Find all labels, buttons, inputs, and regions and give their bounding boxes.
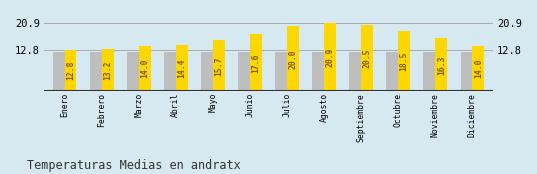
Bar bbox=[324, 23, 336, 92]
Bar bbox=[64, 50, 76, 92]
Text: 16.3: 16.3 bbox=[437, 55, 446, 75]
Text: 20.0: 20.0 bbox=[288, 49, 297, 69]
Text: 17.6: 17.6 bbox=[251, 53, 260, 73]
Bar bbox=[473, 46, 484, 92]
Bar bbox=[127, 52, 139, 92]
Bar bbox=[90, 52, 101, 92]
Bar bbox=[350, 52, 361, 92]
Bar bbox=[275, 52, 287, 92]
Bar bbox=[424, 52, 436, 92]
Bar bbox=[213, 40, 225, 92]
Bar bbox=[250, 34, 262, 92]
Text: Temperaturas Medias en andratx: Temperaturas Medias en andratx bbox=[27, 159, 241, 172]
Text: 20.9: 20.9 bbox=[325, 48, 335, 67]
Bar bbox=[312, 52, 324, 92]
Bar bbox=[361, 25, 373, 92]
Bar bbox=[461, 52, 473, 92]
Bar bbox=[176, 45, 187, 92]
Text: 14.0: 14.0 bbox=[140, 59, 149, 78]
Bar bbox=[164, 52, 176, 92]
Bar bbox=[101, 49, 113, 92]
Bar bbox=[238, 52, 250, 92]
Bar bbox=[53, 52, 64, 92]
Bar bbox=[201, 52, 213, 92]
Text: 20.5: 20.5 bbox=[362, 48, 372, 68]
Text: 14.0: 14.0 bbox=[474, 59, 483, 78]
Bar bbox=[139, 46, 150, 92]
Text: 18.5: 18.5 bbox=[400, 52, 409, 71]
Bar bbox=[287, 26, 299, 92]
Bar bbox=[387, 52, 398, 92]
Text: 15.7: 15.7 bbox=[214, 56, 223, 76]
Text: 14.4: 14.4 bbox=[177, 58, 186, 78]
Text: 12.8: 12.8 bbox=[66, 61, 75, 80]
Bar bbox=[398, 31, 410, 92]
Bar bbox=[436, 38, 447, 92]
Text: 13.2: 13.2 bbox=[103, 60, 112, 80]
